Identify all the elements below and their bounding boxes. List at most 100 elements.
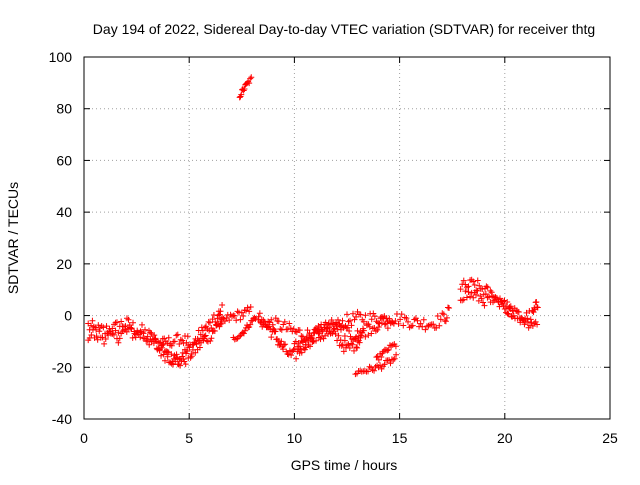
data-point [101,340,108,347]
data-point [457,286,464,293]
data-point [171,338,178,345]
data-point [488,289,495,296]
data-point [216,323,223,330]
data-point [186,344,193,351]
data-point [341,333,348,340]
data-point [246,80,253,87]
x-tick-label: 15 [392,430,408,446]
data-point [344,342,350,349]
data-point [278,338,285,345]
data-point [219,301,226,308]
data-point [386,315,393,322]
data-point [307,343,314,350]
data-point [146,341,153,348]
data-point [179,349,186,356]
data-point [261,318,268,325]
data-point [207,337,214,344]
data-point [515,308,522,315]
data-point [304,337,311,344]
data-point [322,332,329,339]
data-point [524,315,531,322]
data-point [351,347,358,354]
y-tick-label: 0 [64,308,72,324]
data-point [304,327,311,334]
y-tick-label: 20 [56,256,72,272]
data-point [405,318,412,325]
data-point [179,337,186,344]
data-point [163,349,170,356]
data-point [333,319,340,326]
data-point [290,346,297,353]
data-point [247,75,254,82]
data-point [309,335,316,342]
data-point [446,305,453,312]
data-point [462,288,469,295]
data-point [331,325,338,332]
data-point [155,345,162,352]
data-point [437,316,444,323]
data-point [142,326,149,333]
data-point [339,341,346,348]
data-point [139,321,146,328]
data-point [241,327,248,334]
x-tick-label: 20 [497,430,513,446]
data-point [338,342,345,349]
data-point [131,328,138,335]
y-tick-label: 80 [56,101,72,117]
data-point [151,332,158,339]
data-point [400,322,407,329]
data-point [390,320,397,327]
data-point [148,330,155,337]
data-point [162,357,169,364]
data-point [252,315,259,322]
x-tick-label: 10 [287,430,303,446]
data-point [179,353,186,360]
data-point [199,327,206,334]
data-point [158,342,165,349]
data-point [181,358,188,365]
data-point [360,327,367,334]
data-point [430,321,437,328]
data-point [348,340,355,347]
data-point [474,277,481,284]
data-point [348,322,355,329]
data-point [501,297,508,304]
data-point [203,323,210,330]
data-point [88,332,95,339]
data-point [123,328,130,335]
data-point [471,282,478,289]
data-point [354,344,361,351]
data-point [384,325,391,332]
data-point [297,343,304,350]
data-point [330,320,337,327]
data-point [182,361,189,368]
data-point [174,331,181,338]
data-point [319,328,326,335]
data-point [381,321,388,328]
data-point [197,331,204,338]
data-point [346,345,353,352]
data-point [100,324,107,331]
data-point [384,347,391,354]
data-point [137,328,144,335]
data-point [353,333,360,340]
data-point [168,351,175,358]
y-tick-label: 40 [56,204,72,220]
data-point [356,339,363,346]
data-point [337,337,344,344]
data-point [371,367,378,374]
data-point [344,324,351,331]
data-point [128,325,135,332]
data-point [164,348,171,355]
data-point [378,319,385,326]
data-point [378,354,385,361]
data-point [385,346,392,353]
data-point [531,320,538,327]
data-point [201,333,208,340]
data-point [282,341,289,348]
data-point [529,323,536,330]
data-point [362,333,369,340]
data-point [316,329,323,336]
